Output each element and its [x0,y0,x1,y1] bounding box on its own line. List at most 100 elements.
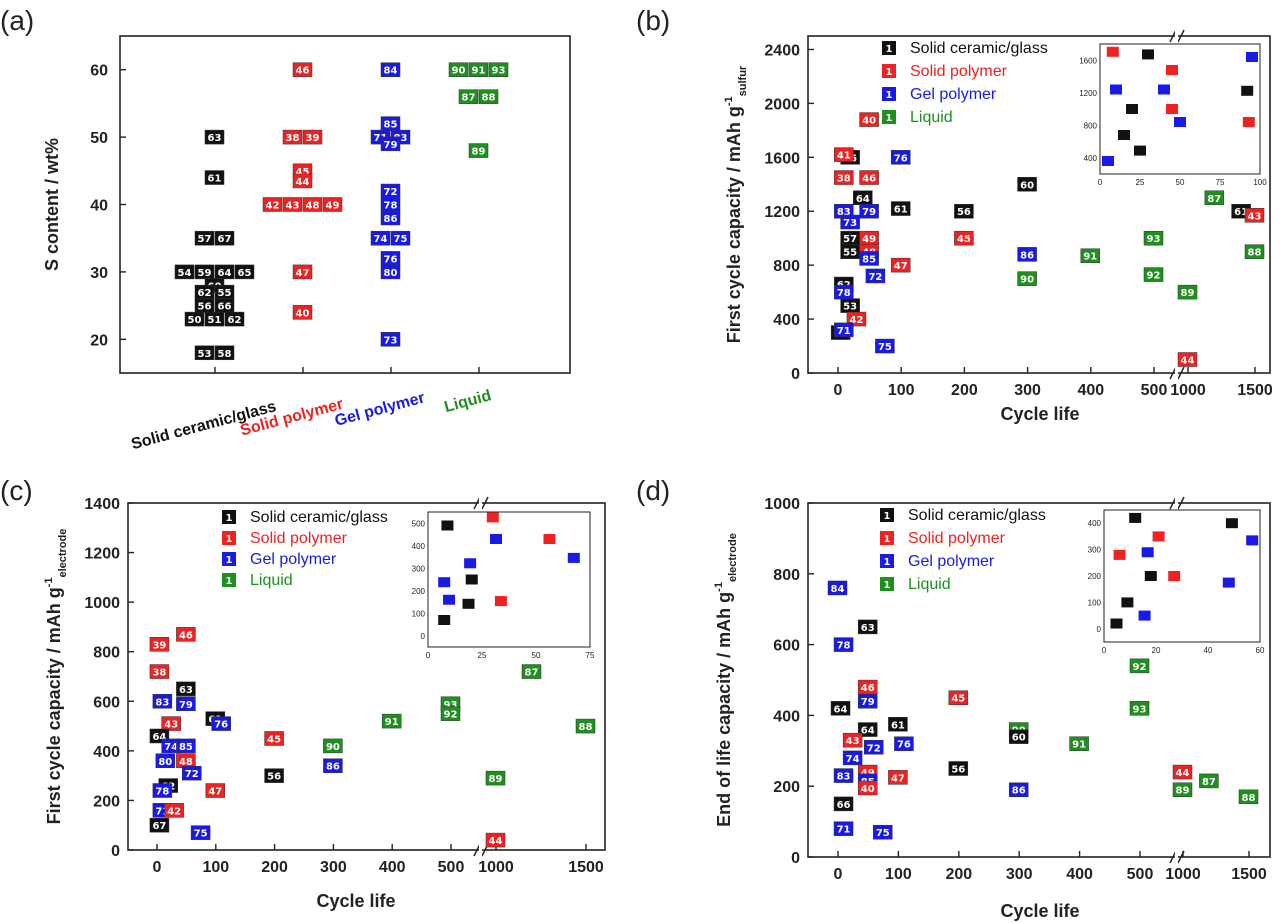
point-label: 72 [867,743,881,754]
point-marker [184,311,205,327]
data-point: 55 [840,244,860,259]
legend-label: Gel polymer [908,553,995,570]
data-point: 86 [1008,782,1029,797]
data-point: 64 [214,264,235,280]
y-axis-title: First cycle capacity / mAh g-1electrode [43,529,69,825]
point-label: 88 [1242,793,1256,804]
point-label: 61 [1234,207,1248,218]
point-label: 64 [218,268,232,279]
inset-marker [1110,84,1122,95]
point-marker [214,264,235,280]
data-point: 42 [846,311,867,327]
point-label: 61 [894,205,908,216]
legend-label: Liquid [908,576,951,593]
point-label: 39 [306,133,320,144]
data-point: 72 [863,740,884,755]
plot-frame [127,502,606,851]
inset-point [464,558,477,569]
inset-y-tick: 200 [1088,572,1102,581]
data-point: 92 [440,706,461,721]
data-point: 54 [174,264,195,280]
data-point: 67 [214,230,235,246]
x-tick-label: 300 [1006,866,1033,883]
inset-marker [1222,577,1235,588]
point-marker [302,197,323,212]
point-label: 38 [152,668,166,679]
inset-point [1141,547,1154,558]
data-point: 76 [890,150,911,165]
point-marker [834,147,854,162]
x-tick-label: 1000 [1165,866,1201,883]
data-point: 84 [827,580,848,596]
point-marker [890,150,911,165]
point-label: 73 [843,218,857,229]
inset-x-tick: 20 [1152,646,1161,655]
inset-marker [1110,618,1123,629]
point-label: 92 [1147,271,1161,282]
point-marker [224,311,245,327]
plot-frame [807,502,1271,858]
legend-marker-label: 1 [884,511,891,522]
point-marker [865,268,886,284]
point-label: 45 [951,694,965,705]
point-label: 86 [384,214,398,225]
data-point: 62 [224,311,245,327]
legend-label: Solid ceramic/glass [250,509,388,526]
point-marker [161,716,181,731]
data-point: 72 [865,268,886,284]
point-marker [1017,177,1037,192]
point-marker [833,821,854,836]
point-marker [1204,190,1225,206]
data-point: 85 [859,251,879,266]
point-marker [176,627,196,642]
inset-marker [1138,610,1151,621]
point-marker [478,89,499,104]
point-label: 93 [1147,234,1161,245]
axis-break-gap [479,496,482,510]
data-point: 73 [840,214,860,230]
point-label: 93 [444,700,458,711]
point-label: 84 [384,66,398,77]
inset-marker [1241,85,1254,96]
point-label: 86 [326,762,340,773]
point-label: 66 [837,800,851,811]
data-point: 46 [857,679,878,695]
inset-y-tick: 100 [412,609,426,618]
inset: 0 25 50 75 100 400 800 1200 1600 [1079,43,1267,187]
data-point: 38 [149,664,170,679]
data-point: 86 [1017,247,1037,262]
axis-break-gap [1175,366,1178,380]
point-marker [1177,352,1198,367]
inset-marker [1225,518,1238,529]
data-point: 44 [292,173,313,189]
point-label: 75 [394,234,408,245]
point-marker [840,214,860,230]
panel-label-b: (b) [636,5,670,36]
point-label: 93 [1133,704,1147,715]
y-axis-title: S content / wt% [42,138,62,271]
inset-x-tick: 50 [1176,178,1185,187]
point-marker [182,765,202,781]
inset-marker [1121,597,1134,608]
data-point: 55 [214,284,235,300]
point-label: 38 [837,174,851,185]
data-point: 56 [264,768,284,783]
axis-break-gap [1175,29,1178,43]
legend-item: 1 Liquid [222,572,293,589]
point-label: 75 [878,342,892,353]
data-point: 76 [894,736,914,751]
legend-label: Solid ceramic/glass [908,507,1046,524]
point-label: 74 [164,742,178,753]
y-tick-label: 1200 [764,204,800,221]
point-label: 71 [155,806,169,817]
point-label: 45 [267,734,281,745]
inset-marker [1141,547,1154,558]
point-marker [948,761,969,776]
data-point: 78 [380,197,401,212]
axis-break [1177,29,1185,43]
inset-point [1241,85,1254,96]
data-point: 63 [857,619,878,635]
inset-point [443,594,456,605]
